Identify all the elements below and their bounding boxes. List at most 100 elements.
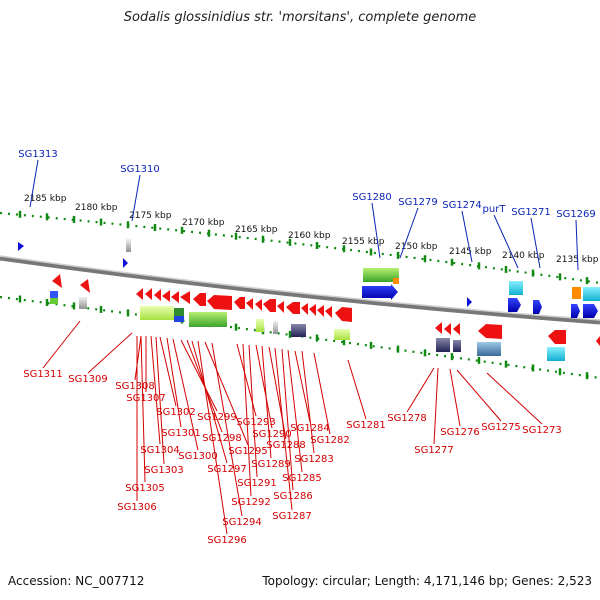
kbp-label: 2185 kbp — [24, 194, 67, 204]
gene-label: SG1279 — [398, 197, 438, 208]
leader-line — [575, 219, 579, 271]
gene-label: SG1292 — [231, 497, 271, 508]
gene-label: SG1269 — [556, 209, 596, 220]
leader-line — [242, 343, 252, 497]
kbp-label: 2160 kbp — [288, 231, 331, 241]
leader-line — [134, 335, 142, 381]
kbp-labels: 2185 kbp 2180 kbp 2175 kbp 2170 kbp 2165 kbp… — [24, 194, 599, 265]
gene-block — [273, 321, 278, 334]
leader-line — [493, 214, 519, 269]
genome-backbone-highlight — [0, 255, 600, 321]
gene-block — [363, 268, 399, 282]
leader-line — [204, 341, 249, 446]
leader-line — [486, 372, 543, 425]
gene-label: SG1302 — [156, 407, 196, 418]
gene-label: SG1273 — [522, 425, 562, 436]
gene-label: SG1280 — [352, 192, 392, 203]
kbp-label: 2175 kbp — [129, 211, 172, 221]
leader-line — [347, 359, 367, 420]
leader-line — [155, 336, 165, 465]
kbp-label: 2170 kbp — [182, 218, 225, 228]
gene-label: SG1281 — [346, 420, 386, 431]
gene-label: purT — [483, 204, 507, 215]
gene-block — [436, 338, 450, 352]
forward-genes — [18, 239, 600, 318]
gene-arrow — [362, 284, 398, 300]
topology-text: Topology: circular; Length: 4,171,146 bp… — [262, 574, 592, 588]
leader-line — [294, 350, 311, 423]
gene-label: SG1283 — [294, 454, 334, 465]
gene-label: SG1293 — [236, 417, 276, 428]
leader-line — [180, 339, 218, 412]
gene-arrow — [52, 274, 62, 288]
kbp-label: 2140 kbp — [502, 251, 545, 261]
leader-line — [399, 207, 419, 259]
gene-label: SG1306 — [117, 502, 157, 513]
gene-label: SG1311 — [23, 369, 63, 380]
gene-block — [572, 287, 581, 299]
leader-line — [456, 369, 502, 422]
leader-line — [449, 368, 461, 427]
gene-block — [256, 319, 264, 332]
gene-label: SG1304 — [140, 445, 180, 456]
leader-line — [197, 340, 228, 535]
leader-line — [140, 335, 146, 483]
leader-line — [131, 174, 141, 222]
leader-line — [42, 320, 81, 369]
reverse-genes — [50, 274, 600, 361]
gene-label: SG1289 — [251, 459, 291, 470]
gene-label: SG1286 — [273, 491, 313, 502]
gene-arrow — [583, 304, 598, 318]
gene-label: SG1291 — [237, 478, 277, 489]
kbp-label: 2180 kbp — [75, 203, 118, 213]
leader-line — [406, 367, 435, 413]
gene-label: SG1298 — [202, 433, 242, 444]
leader-line — [87, 332, 133, 374]
leader-line — [461, 210, 473, 263]
leader-line — [255, 344, 273, 429]
gene-label: SG1274 — [442, 200, 482, 211]
gene-label: SG1275 — [481, 422, 521, 433]
gene-label: SG1301 — [161, 428, 201, 439]
gene-block — [453, 340, 461, 352]
gene-label: SG1297 — [207, 464, 247, 475]
kbp-label: 2155 kbp — [342, 237, 385, 247]
gene-label: SG1294 — [222, 517, 262, 528]
gene-block — [583, 287, 600, 301]
leader-line — [530, 217, 541, 269]
gene-block — [50, 298, 58, 304]
gene-arrow — [571, 304, 580, 318]
gene-label: SG1284 — [290, 423, 330, 434]
gene-label: SG1290 — [252, 429, 292, 440]
gene-label: SG1288 — [266, 440, 306, 451]
leader-line — [172, 338, 199, 451]
kbp-label: 2165 kbp — [235, 225, 278, 235]
gene-label: SG1287 — [272, 511, 312, 522]
accession-text: Accession: NC_007712 — [8, 574, 145, 588]
gene-block — [509, 281, 523, 295]
leader-line — [248, 344, 258, 478]
top-gene-labels: SG1313 SG1310 SG1280 SG1279 SG1274 purT SG1271… — [18, 149, 596, 271]
gene-block — [291, 324, 306, 337]
leader-line — [159, 336, 177, 407]
gene-label: SG1295 — [228, 446, 268, 457]
gene-block — [50, 291, 58, 298]
leader-line — [191, 340, 228, 464]
gene-label: SG1277 — [414, 445, 454, 456]
gene-arrow — [18, 242, 24, 251]
gene-label: SG1303 — [144, 465, 184, 476]
gene-block — [140, 306, 174, 320]
leader-line — [301, 350, 315, 454]
gene-block — [393, 278, 399, 284]
gene-label: SG1276 — [440, 427, 480, 438]
gene-label: SG1296 — [207, 535, 247, 546]
gene-block — [174, 308, 184, 316]
leader-line — [166, 337, 182, 428]
gene-block — [334, 329, 350, 340]
gene-block — [547, 347, 565, 361]
gene-arrow — [508, 298, 521, 312]
kbp-label: 2150 kbp — [395, 242, 438, 252]
gene-label: SG1271 — [511, 207, 551, 218]
